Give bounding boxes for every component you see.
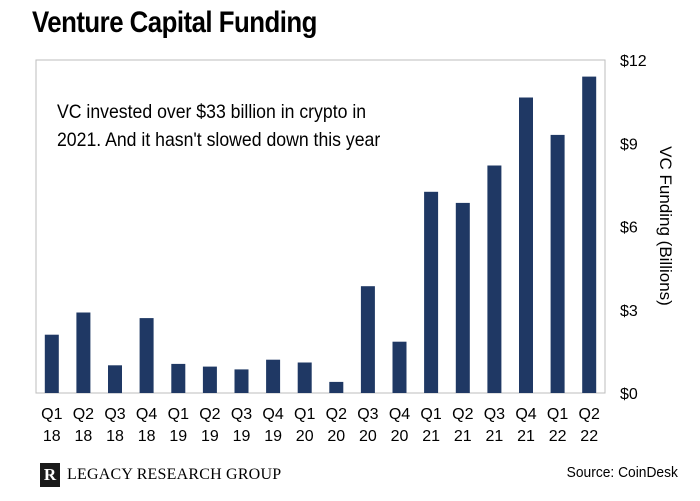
x-tick-quarter: Q2 xyxy=(452,406,473,423)
plot-frame xyxy=(35,59,606,394)
bars-group xyxy=(44,76,597,394)
x-tick-quarter: Q3 xyxy=(357,406,378,423)
x-tick-year: 21 xyxy=(454,428,472,445)
x-tick-year: 20 xyxy=(391,428,409,445)
x-tick-year: 21 xyxy=(422,428,440,445)
x-tick-quarter: Q1 xyxy=(547,406,568,423)
x-tick-quarter: Q1 xyxy=(294,406,315,423)
brand-name: LEGACY RESEARCH GROUP xyxy=(67,466,282,483)
brand-logo: R LEGACY RESEARCH GROUP xyxy=(40,463,281,487)
bar-Q2-21 xyxy=(455,202,470,393)
bar-Q1-22 xyxy=(550,134,565,393)
bar-Q1-18 xyxy=(44,334,59,393)
source-note: Source: CoinDesk xyxy=(566,464,678,481)
x-tick-year: 18 xyxy=(106,428,124,445)
y-tick-label: $9 xyxy=(620,136,638,153)
bar-Q4-21 xyxy=(519,97,533,393)
x-tick-quarter: Q2 xyxy=(326,406,347,423)
x-tick-quarter: Q3 xyxy=(104,406,125,423)
bar-Q4-20 xyxy=(392,341,407,393)
x-tick-quarter: Q3 xyxy=(484,406,505,423)
x-tick-quarter: Q2 xyxy=(199,406,220,423)
bar-Q2-22 xyxy=(582,76,597,393)
x-tick-quarter: Q2 xyxy=(579,406,600,423)
annotation-line-1: VC invested over $33 billion in crypto i… xyxy=(57,100,366,122)
x-tick-year: 19 xyxy=(233,428,251,445)
y-axis-label: VC Funding (Billions) xyxy=(656,146,675,306)
bar-Q1-21 xyxy=(424,191,439,393)
logo-mark-icon: R xyxy=(40,463,60,487)
x-tick-year: 18 xyxy=(43,428,61,445)
bar-Q3-21 xyxy=(487,165,502,393)
x-tick-year: 22 xyxy=(580,428,598,445)
x-tick-year: 20 xyxy=(296,428,314,445)
x-tick-quarter: Q1 xyxy=(420,406,441,423)
annotation-line-2: 2021. And it hasn't slowed down this yea… xyxy=(57,128,380,150)
x-tick-labels: Q1 18 Q2 18 Q3 18 Q4 18 Q1 19 Q2 19 Q3 19 Q4 19 Q1 20 Q2 20… xyxy=(41,406,600,445)
x-tick-year: 20 xyxy=(327,428,345,445)
x-tick-year: 18 xyxy=(75,428,93,445)
x-tick-quarter: Q1 xyxy=(41,406,62,423)
x-tick-year: 19 xyxy=(264,428,282,445)
x-tick-year: 19 xyxy=(169,428,187,445)
bar-Q2-18 xyxy=(76,312,91,393)
bar-Q4-18 xyxy=(139,318,154,393)
bar-Q3-19 xyxy=(234,369,249,393)
x-tick-year: 21 xyxy=(517,428,535,445)
bar-Q4-19 xyxy=(266,359,281,393)
bar-Q1-20 xyxy=(297,362,312,393)
x-tick-quarter: Q4 xyxy=(515,406,536,423)
x-tick-year: 20 xyxy=(359,428,377,445)
x-tick-quarter: Q2 xyxy=(73,406,94,423)
bar-Q2-20 xyxy=(329,381,344,393)
bar-Q1-19 xyxy=(171,363,186,393)
x-tick-year: 21 xyxy=(486,428,504,445)
x-tick-year: 18 xyxy=(138,428,156,445)
bar-chart: Q1 18 Q2 18 Q3 18 Q4 18 Q1 19 Q2 19 Q3 19 Q4 19 Q1 20 Q2 20… xyxy=(35,53,675,445)
x-tick-quarter: Q4 xyxy=(389,406,410,423)
y-tick-label: $6 xyxy=(620,220,638,237)
x-tick-quarter: Q4 xyxy=(262,406,283,423)
x-tick-year: 19 xyxy=(201,428,219,445)
y-tick-label: $0 xyxy=(620,386,638,403)
x-tick-year: 22 xyxy=(549,428,567,445)
bar-Q3-20 xyxy=(360,286,375,393)
x-tick-quarter: Q3 xyxy=(231,406,252,423)
y-tick-labels: $0 $3 $6 $9 $12 xyxy=(620,53,647,403)
bar-Q2-19 xyxy=(202,366,217,393)
y-tick-label: $3 xyxy=(620,303,638,320)
y-tick-label: $12 xyxy=(620,53,647,70)
x-tick-quarter: Q1 xyxy=(168,406,189,423)
bar-Q3-18 xyxy=(108,365,122,394)
x-tick-quarter: Q4 xyxy=(136,406,157,423)
chart-title: Venture Capital Funding xyxy=(32,6,317,39)
